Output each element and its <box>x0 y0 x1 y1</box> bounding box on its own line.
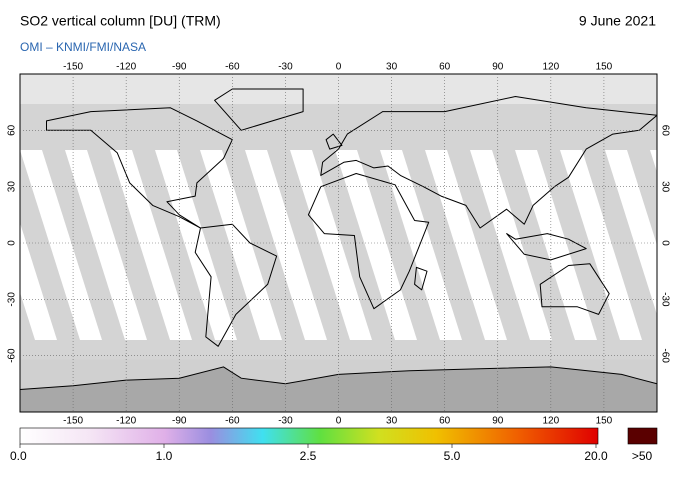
lat-label: 30 <box>659 181 670 193</box>
swath-gap <box>155 150 237 340</box>
coastline <box>46 107 233 229</box>
lon-label: -90 <box>172 416 187 427</box>
lon-label: -150 <box>63 62 83 73</box>
lon-label: 0 <box>336 416 342 427</box>
swath-gap <box>380 150 462 340</box>
swath-gap <box>515 150 597 340</box>
swath-gap <box>200 150 282 340</box>
swath-gap <box>20 150 102 340</box>
colorbar-label: 1.0 <box>156 449 173 463</box>
coastline <box>325 133 343 150</box>
colorbar-label: 0.0 <box>10 449 27 463</box>
lat-label: 60 <box>659 125 670 137</box>
colorbar <box>19 427 599 445</box>
swath-gap <box>470 150 552 340</box>
lon-label: 150 <box>596 416 613 427</box>
lat-label: 0 <box>7 240 18 246</box>
date: 9 June 2021 <box>579 13 656 29</box>
lat-label: -30 <box>7 292 18 307</box>
lat-label: -60 <box>7 348 18 363</box>
lon-label: 60 <box>439 62 451 73</box>
colorbar-label: 20.0 <box>584 449 608 463</box>
coastline <box>320 96 657 229</box>
coastline <box>307 173 430 310</box>
swath-gap <box>245 150 327 340</box>
colorbar-overflow <box>627 427 658 445</box>
colorbar-label: 5.0 <box>444 449 461 463</box>
lat-label: 60 <box>7 124 18 136</box>
lon-label: -30 <box>278 416 293 427</box>
lat-label: -30 <box>659 292 670 307</box>
swath-gap <box>20 222 57 340</box>
lat-label: 30 <box>7 181 18 193</box>
lon-label: 120 <box>542 62 559 73</box>
coastline <box>194 223 278 347</box>
lat-label: 0 <box>659 240 670 246</box>
lon-label: -120 <box>116 416 136 427</box>
lon-label: -120 <box>116 62 136 73</box>
lon-label: 90 <box>492 62 504 73</box>
coastline <box>506 233 587 261</box>
lon-label: 90 <box>492 416 504 427</box>
lon-label: -60 <box>225 416 240 427</box>
lon-label: -150 <box>63 416 83 427</box>
swath-gap <box>560 150 642 340</box>
title: SO2 vertical column [DU] (TRM) <box>20 13 221 29</box>
swath-gap <box>650 150 657 173</box>
coastline <box>414 266 428 291</box>
coastline <box>539 263 610 315</box>
lon-label: 30 <box>386 62 398 73</box>
lon-label: 120 <box>542 416 559 427</box>
lon-label: -30 <box>278 62 293 73</box>
swath-gap <box>290 150 372 340</box>
lon-label: 150 <box>596 62 613 73</box>
lat-label: -60 <box>659 348 670 363</box>
lon-label: 0 <box>336 62 342 73</box>
lon-label: -60 <box>225 62 240 73</box>
overflow-label: >50 <box>632 449 653 463</box>
lon-label: -90 <box>172 62 187 73</box>
colorbar-label: 2.5 <box>300 449 317 463</box>
swath-gap <box>65 150 147 340</box>
swath-gap <box>110 150 192 340</box>
lon-label: 60 <box>439 416 451 427</box>
coastline <box>214 88 304 131</box>
lon-label: 30 <box>386 416 398 427</box>
credit: OMI – KNMI/FMI/NASA <box>20 40 146 54</box>
swath-gap <box>605 150 657 315</box>
